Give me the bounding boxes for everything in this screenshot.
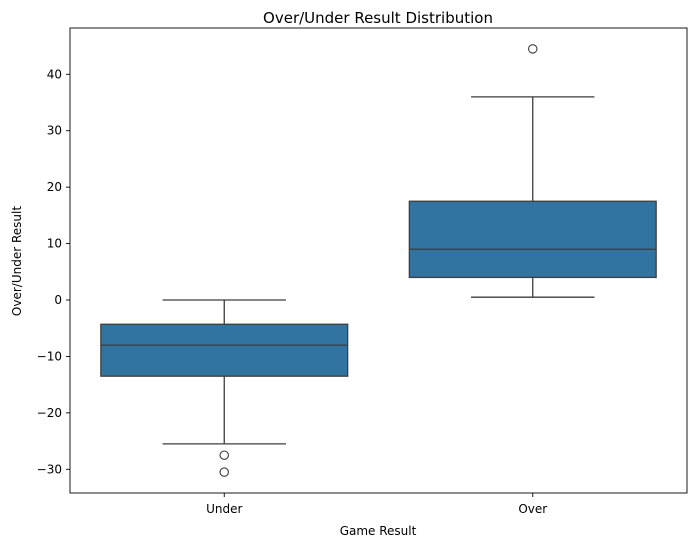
x-axis-label: Game Result bbox=[340, 524, 417, 538]
over-box bbox=[408, 200, 657, 279]
under-box bbox=[100, 323, 349, 377]
y-tick-label: 20 bbox=[47, 180, 62, 194]
y-axis: −30 −20 −10 0 10 20 30 40 bbox=[37, 67, 70, 476]
x-tick-label: Over bbox=[518, 502, 547, 516]
y-tick-label: −10 bbox=[37, 349, 62, 363]
x-tick-label: Under bbox=[206, 502, 242, 516]
y-tick-label: 40 bbox=[47, 67, 62, 81]
chart-title: Over/Under Result Distribution bbox=[263, 9, 493, 27]
y-axis-label: Over/Under Result bbox=[10, 206, 24, 316]
under-outlier-point bbox=[219, 467, 230, 477]
y-tick-label: 0 bbox=[54, 293, 62, 307]
y-tick-label: 30 bbox=[47, 124, 62, 138]
plot-area bbox=[100, 44, 657, 477]
under-outlier-point bbox=[219, 450, 230, 460]
over-outlier-point bbox=[527, 44, 538, 54]
y-tick-label: −30 bbox=[37, 462, 62, 476]
y-tick-label: −20 bbox=[37, 406, 62, 420]
plot-frame bbox=[69, 27, 688, 494]
y-tick-label: 10 bbox=[47, 237, 62, 251]
x-axis: Under Over bbox=[206, 493, 547, 516]
